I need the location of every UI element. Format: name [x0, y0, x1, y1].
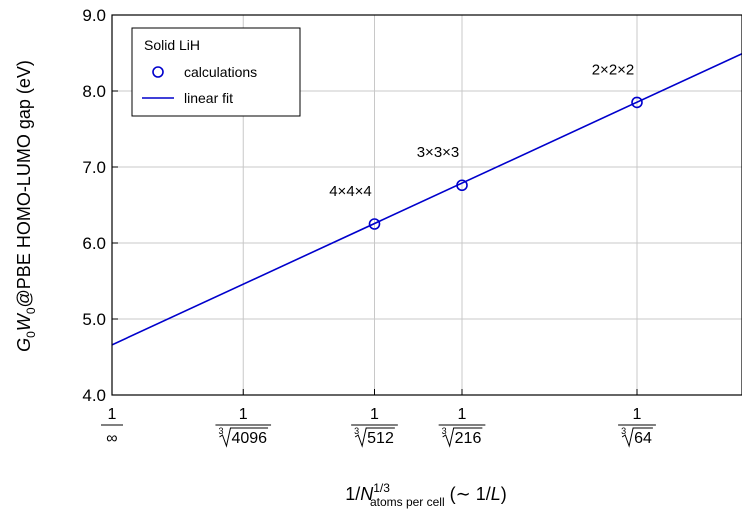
- radical-sign: [621, 427, 653, 448]
- x-tick-numerator: 1: [633, 406, 642, 423]
- x-tick-label: 1 216 3: [438, 406, 486, 448]
- radical-sign: [219, 427, 269, 448]
- x-tick-denominator: 64: [634, 430, 652, 447]
- y-axis-label: G0W0@PBE HOMO-LUMO gap (eV): [14, 60, 38, 352]
- x-tick-numerator: 1: [239, 406, 248, 423]
- points-layer: [368, 96, 643, 230]
- y-tick-label: 6.0: [82, 234, 106, 253]
- x-tick-label: 1 512 3: [351, 406, 398, 448]
- x-tick-label: 1∞: [101, 406, 123, 447]
- x-tick-numerator: 1: [108, 406, 117, 423]
- legend-title: Solid LiH: [144, 37, 200, 53]
- y-tick-label: 5.0: [82, 310, 106, 329]
- point-label: 4×4×4: [329, 183, 372, 200]
- data-point: [368, 218, 381, 230]
- fit-layer: [112, 52, 742, 346]
- data-point: [631, 96, 643, 109]
- point-label: 2×2×2: [592, 61, 635, 78]
- legend: Solid LiH calculations linear fit: [131, 27, 301, 117]
- y-tick-label: 8.0: [82, 82, 106, 101]
- x-tick-denominator: 4096: [231, 430, 267, 447]
- y-tick-label: 7.0: [82, 158, 106, 177]
- x-tick-denominator: ∞: [106, 430, 117, 447]
- legend-entry-label: linear fit: [184, 90, 233, 106]
- x-tick-denominator: 512: [367, 430, 394, 447]
- x-axis-label: 1/N1/3 atoms per cell (∼ 1/L): [345, 481, 507, 509]
- radical-sign: [354, 427, 395, 448]
- data-point: [456, 179, 468, 192]
- point-label: 3×3×3: [417, 144, 460, 161]
- x-tick-numerator: 1: [370, 406, 379, 423]
- radical-index: 3: [218, 426, 223, 436]
- radical-sign: [442, 427, 483, 448]
- y-tick-labels: 4.0 5.0 6.0 7.0 8.0 9.0: [82, 6, 106, 405]
- y-tick-label: 4.0: [82, 386, 106, 405]
- radical-index: 3: [442, 426, 447, 436]
- axes: [111, 14, 742, 396]
- x-tick-label: 1 4096 3: [215, 406, 272, 448]
- y-tick-label: 9.0: [82, 6, 106, 25]
- point-annotations: 4×4×4 3×3×3 2×2×2: [329, 61, 634, 200]
- legend-entry-label: calculations: [184, 64, 257, 80]
- legend-box: [131, 27, 301, 117]
- plot-frame: [111, 14, 742, 396]
- fit-line: [112, 52, 742, 346]
- x-tick-numerator: 1: [458, 406, 467, 423]
- legend-marker-circle: [152, 66, 164, 78]
- radical-index: 3: [621, 426, 626, 436]
- x-tick-denominator: 216: [455, 430, 482, 447]
- radical-index: 3: [354, 426, 359, 436]
